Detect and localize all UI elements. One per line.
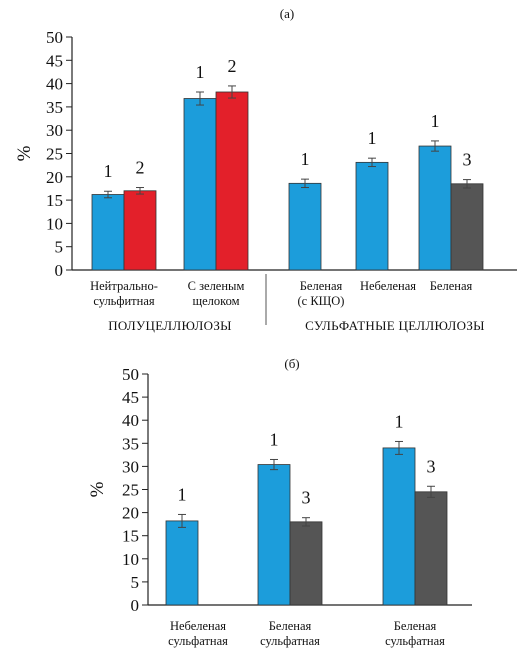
y-tick-label: 0	[55, 261, 64, 280]
category-label: (с КЩО)	[298, 294, 345, 308]
y-tick-label: 0	[131, 596, 140, 615]
bar-label: 2	[136, 158, 145, 178]
y-axis-label: %	[87, 481, 108, 497]
bar-series-1	[288, 182, 322, 271]
y-tick-label: 20	[46, 168, 63, 187]
category-label: сульфатная	[168, 634, 228, 648]
category-label: Нейтрально-	[90, 279, 158, 293]
bar-label: 1	[368, 128, 377, 148]
bar-series-1	[183, 98, 217, 271]
bar-series-2	[215, 91, 249, 271]
bar-label: 3	[463, 150, 472, 170]
category-label: сульфатная	[260, 634, 320, 648]
bar-label: 1	[395, 411, 404, 431]
y-axis-label: %	[14, 145, 35, 161]
y-tick-label: 25	[46, 145, 63, 164]
bar-series-1	[257, 464, 291, 606]
bar-series-1	[165, 520, 199, 606]
y-tick-label: 45	[122, 388, 139, 407]
bar-group: 1 Беленая(с КЩО)	[288, 149, 345, 308]
category-label: Беленая	[300, 279, 343, 293]
bar-label: 2	[228, 56, 237, 76]
y-tick-label: 5	[131, 573, 140, 592]
bar-series-3	[289, 521, 323, 606]
group-label: СУЛЬФАТНЫЕ ЦЕЛЛЮЛОЗЫ	[305, 318, 485, 333]
category-label: Небеленая	[170, 619, 226, 633]
y-tick-label: 35	[46, 98, 63, 117]
bar-label: 1	[196, 62, 205, 82]
y-tick-label: 5	[55, 238, 64, 257]
bar-label: 3	[302, 488, 311, 508]
bar-group: 1 3 Беленая	[418, 111, 484, 293]
bar-series-2	[123, 190, 157, 271]
category-label: С зеленым	[188, 279, 245, 293]
bar-series-1	[91, 194, 125, 271]
category-label: сульфатная	[385, 634, 445, 648]
category-label: Небеленая	[360, 279, 416, 293]
bar-label: 1	[301, 149, 310, 169]
bar-label: 1	[178, 484, 187, 504]
bar-label: 1	[270, 429, 279, 449]
y-tick-label: 45	[46, 51, 63, 70]
category-label: Беленая	[269, 619, 312, 633]
panel-label: (б)	[284, 356, 299, 371]
category-label: Беленая	[430, 279, 473, 293]
y-tick-label: 50	[46, 28, 63, 47]
y-tick-label: 30	[46, 121, 63, 140]
bar-series-3	[450, 183, 484, 271]
category-label: Беленая	[394, 619, 437, 633]
y-tick-label: 15	[122, 527, 139, 546]
y-tick-label: 30	[122, 457, 139, 476]
group-label: ПОЛУЦЕЛЛЮЛОЗЫ	[108, 318, 232, 333]
chart-panel-1: (а) 0 5 10 15 20 25 30 35 40 45 50% 1 2 Нейтрально-сул…	[14, 6, 517, 333]
bar-series-1	[418, 145, 452, 271]
y-tick-label: 40	[122, 411, 139, 430]
y-tick-label: 35	[122, 434, 139, 453]
bar-label: 1	[104, 161, 113, 181]
y-tick-label: 25	[122, 481, 139, 500]
bar-group: 1 Небеленая	[355, 128, 416, 293]
bar-group: 1 2 Нейтрально-сульфитная	[90, 158, 158, 308]
bar-label: 1	[431, 111, 440, 131]
y-tick-label: 40	[46, 75, 63, 94]
y-tick-label: 20	[122, 504, 139, 523]
bar-series-1	[382, 447, 416, 606]
bar-series-1	[355, 161, 389, 271]
category-label: щелоком	[192, 294, 239, 308]
category-label: сульфитная	[93, 294, 155, 308]
bar-label: 3	[427, 456, 436, 476]
y-tick-label: 10	[122, 550, 139, 569]
y-tick-label: 50	[122, 365, 139, 384]
panel-label: (а)	[280, 6, 294, 21]
y-tick-label: 10	[46, 214, 63, 233]
bar-series-3	[414, 491, 448, 606]
y-tick-label: 15	[46, 191, 63, 210]
